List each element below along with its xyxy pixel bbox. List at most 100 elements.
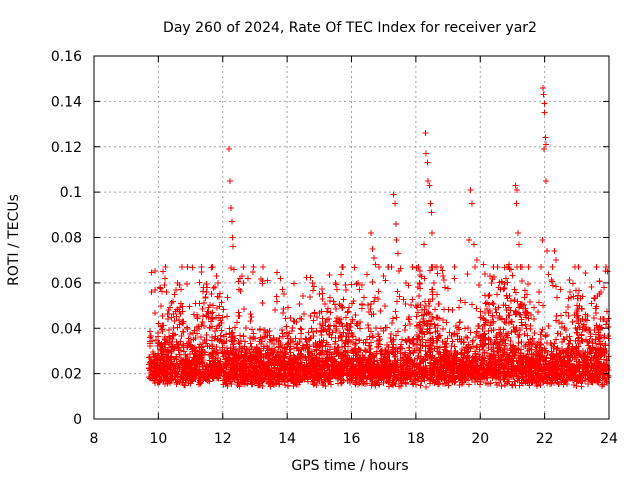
data-point — [367, 306, 374, 313]
data-point — [187, 336, 194, 343]
data-point — [349, 331, 356, 338]
data-point — [198, 263, 205, 270]
data-point — [418, 306, 425, 313]
data-point — [209, 263, 216, 270]
data-point — [151, 309, 158, 316]
data-point — [146, 334, 153, 341]
data-point — [525, 315, 532, 322]
data-point — [351, 264, 358, 271]
data-point — [339, 263, 346, 270]
data-point — [526, 299, 533, 306]
data-point — [571, 381, 578, 388]
data-point — [333, 306, 340, 313]
data-point — [249, 268, 256, 275]
data-point — [359, 302, 366, 309]
data-point — [319, 358, 326, 365]
data-point — [173, 313, 180, 320]
data-point — [465, 381, 472, 388]
data-point — [512, 327, 519, 334]
data-point — [254, 382, 261, 389]
data-point — [579, 293, 586, 300]
data-point — [588, 300, 595, 307]
data-point — [241, 338, 248, 345]
data-point — [348, 281, 355, 288]
data-point — [218, 299, 225, 306]
data-point — [246, 334, 253, 341]
data-point — [338, 271, 345, 278]
data-point — [233, 319, 240, 326]
data-point — [340, 296, 347, 303]
data-point — [578, 332, 585, 339]
data-point — [326, 271, 333, 278]
data-point — [482, 310, 489, 317]
data-point — [375, 376, 382, 383]
data-point — [593, 345, 600, 352]
data-point — [238, 344, 245, 351]
data-point — [409, 263, 416, 270]
data-point — [414, 355, 421, 362]
data-point — [416, 293, 423, 300]
data-point — [518, 316, 525, 323]
data-point — [567, 294, 574, 301]
data-point — [395, 328, 402, 335]
data-point — [218, 327, 225, 334]
data-point — [344, 349, 351, 356]
data-point — [192, 300, 199, 307]
data-point — [455, 304, 462, 311]
data-point — [310, 317, 317, 324]
data-point — [518, 346, 525, 353]
data-point — [269, 353, 276, 360]
data-point — [308, 325, 315, 332]
data-point — [296, 315, 303, 322]
data-point — [190, 311, 197, 318]
data-point — [524, 332, 531, 339]
data-point — [319, 315, 326, 322]
data-point — [473, 305, 480, 312]
data-point — [247, 310, 254, 317]
data-point — [439, 317, 446, 324]
data-point — [553, 283, 560, 290]
data-point — [427, 267, 434, 274]
data-point — [380, 380, 387, 387]
data-point — [187, 331, 194, 338]
data-point — [185, 335, 192, 342]
data-point — [157, 285, 164, 292]
data-point — [269, 350, 276, 357]
data-point — [461, 325, 468, 332]
data-point — [565, 312, 572, 319]
data-point — [590, 314, 597, 321]
data-point — [402, 379, 409, 386]
data-point — [504, 279, 511, 286]
data-point — [392, 308, 399, 315]
data-point — [273, 269, 280, 276]
data-point — [248, 314, 255, 321]
data-point — [486, 353, 493, 360]
data-point — [545, 271, 552, 278]
data-point — [194, 315, 201, 322]
data-point — [518, 338, 525, 345]
data-point — [397, 346, 404, 353]
data-point — [259, 263, 266, 270]
data-point — [250, 263, 257, 270]
data-point — [183, 324, 190, 331]
data-point — [431, 306, 438, 313]
data-point — [247, 317, 254, 324]
data-point — [435, 359, 442, 366]
data-point — [385, 344, 392, 351]
data-point — [371, 294, 378, 301]
data-point — [199, 351, 206, 358]
data-point — [375, 263, 382, 270]
data-point — [272, 306, 279, 313]
data-point — [454, 357, 461, 364]
data-point — [593, 263, 600, 270]
data-point — [441, 346, 448, 353]
data-point — [515, 340, 522, 347]
data-point — [421, 298, 428, 305]
data-point — [338, 333, 345, 340]
data-point — [224, 313, 231, 320]
data-point — [423, 383, 430, 390]
data-point — [503, 350, 510, 357]
data-point — [335, 343, 342, 350]
data-point — [439, 325, 446, 332]
